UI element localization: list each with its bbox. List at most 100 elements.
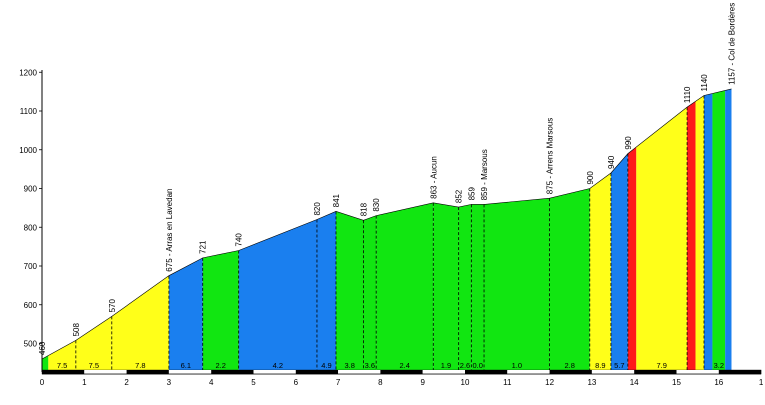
elevation-label-8: 818 (359, 202, 368, 216)
gradient-label-15: 2.8 (564, 361, 574, 370)
km-bar-3 (168, 370, 212, 374)
km-bar-14 (634, 370, 677, 374)
km-bar-5 (253, 370, 296, 374)
segment-21 (695, 95, 704, 372)
elevation-label-15: 900 (586, 171, 595, 185)
x-tick-label-8: 8 (378, 378, 383, 387)
x-tick-label-16: 16 (714, 378, 723, 387)
segment-dividers (75, 95, 705, 372)
segment-10 (376, 202, 434, 372)
segment-19 (636, 107, 688, 372)
km-bar-6 (295, 370, 339, 374)
elevation-label-6: 820 (313, 202, 322, 216)
gradient-label-5: 2.2 (215, 361, 225, 370)
x-tick-label-3: 3 (167, 378, 172, 387)
segment-18 (627, 146, 637, 372)
km-bar-9 (422, 370, 465, 374)
elevation-labels: 460 508 570 675 - Arras en Lavedan 721 740 820… (38, 3, 736, 355)
gradient-label-14: 1.0 (512, 361, 522, 370)
segment-8 (335, 211, 364, 372)
gradient-label-4: 6.1 (181, 361, 191, 370)
km-bar-1 (84, 370, 127, 374)
elevation-label-0: 460 (38, 341, 47, 355)
segment-6 (238, 219, 317, 372)
gradient-label-23: 3.2 (714, 361, 724, 370)
segment-3 (111, 275, 169, 372)
elevation-label-10: 863 - Aucun (429, 156, 438, 199)
elevation-label-17: 990 (624, 136, 633, 150)
x-tick-label-12: 12 (545, 378, 554, 387)
x-tick-label-1: 1 (82, 378, 87, 387)
km-bar-16 (718, 370, 762, 374)
x-tick-label-17: 1 (759, 378, 764, 387)
segment-14 (484, 198, 550, 372)
segment-23 (712, 90, 726, 373)
gradient-label-13: 0.0 (472, 361, 482, 370)
x-tick-label-9: 9 (420, 378, 425, 387)
elevation-label-19: 1140 (700, 74, 709, 92)
segment-15 (549, 188, 590, 372)
gradient-label-3: 7.8 (135, 361, 145, 370)
gradient-label-10: 2.4 (399, 361, 409, 370)
segment-12 (458, 204, 472, 372)
km-bar (41, 369, 762, 375)
segment-1 (48, 340, 76, 372)
elevation-label-1: 508 (72, 323, 81, 337)
y-ticks: 500 600 700 800 900 1000 1100 1200 (19, 68, 42, 349)
x-tick-label-4: 4 (209, 378, 214, 387)
km-bar-7 (338, 370, 381, 374)
gradient-segments (41, 88, 732, 373)
x-tick-label-2: 2 (124, 378, 129, 387)
elevation-label-12: 859 (467, 186, 476, 200)
x-ticks: 0 1 2 3 4 5 6 7 8 9 10 11 12 13 14 15 16 1 (40, 378, 764, 387)
gradient-label-17: 5.7 (614, 361, 624, 370)
segment-24 (725, 88, 732, 372)
segment-7 (316, 211, 336, 372)
y-tick-label-5: 1000 (19, 146, 37, 155)
segment-5 (202, 250, 239, 372)
gradient-label-19: 7.9 (656, 361, 666, 370)
y-tick-label-0: 500 (24, 340, 38, 349)
y-tick-label-4: 900 (24, 185, 38, 194)
x-tick-label-6: 6 (294, 378, 299, 387)
km-bar-13 (591, 370, 635, 374)
elevation-label-14: 875 - Arrens Marsous (546, 118, 555, 194)
elevation-label-4: 721 (199, 240, 208, 254)
x-tick-label-10: 10 (461, 378, 470, 387)
segment-0 (42, 355, 49, 372)
segment-9 (363, 215, 377, 372)
segment-4 (168, 257, 203, 372)
km-bar-15 (676, 370, 719, 374)
x-tick-label-0: 0 (40, 378, 45, 387)
km-bar-10 (465, 370, 508, 374)
y-tick-label-6: 1100 (20, 107, 38, 116)
segment-2 (75, 316, 112, 372)
segment-16 (589, 173, 611, 372)
segment-17 (610, 153, 628, 372)
elevation-label-5: 740 (235, 233, 244, 247)
gradient-label-16: 8.9 (595, 361, 605, 370)
y-tick-label-2: 700 (24, 262, 38, 271)
gradient-label-6: 4.2 (273, 361, 283, 370)
elevation-label-13: 859 - Marsous (480, 149, 489, 200)
segment-22 (703, 93, 713, 372)
gradient-label-1: 7.5 (57, 361, 67, 370)
x-tick-label-14: 14 (630, 378, 639, 387)
elevation-label-2: 570 (108, 298, 117, 312)
km-bar-0 (42, 370, 85, 374)
x-tick-label-15: 15 (672, 378, 681, 387)
gradient-labels: 7.5 7.5 7.8 6.1 2.2 4.2 4.9 3.8 3.6 2.4 1.9 2.6 0.0 1… (57, 361, 724, 370)
km-bar-11 (507, 370, 550, 374)
elevation-label-16: 940 (607, 155, 616, 169)
elevation-label-3: 675 - Arras en Lavedan (165, 189, 174, 272)
km-bar-8 (380, 370, 423, 374)
km-bar-12 (549, 370, 592, 374)
segment-13 (471, 204, 485, 372)
elevation-label-18: 1110 (683, 86, 692, 103)
gradient-label-7: 4.9 (321, 361, 331, 370)
elevation-label-20: 1157 - Col de Bordères (727, 3, 736, 85)
x-tick-label-7: 7 (336, 378, 341, 387)
elevation-label-9: 830 (372, 198, 381, 212)
gradient-label-11: 1.9 (441, 361, 451, 370)
